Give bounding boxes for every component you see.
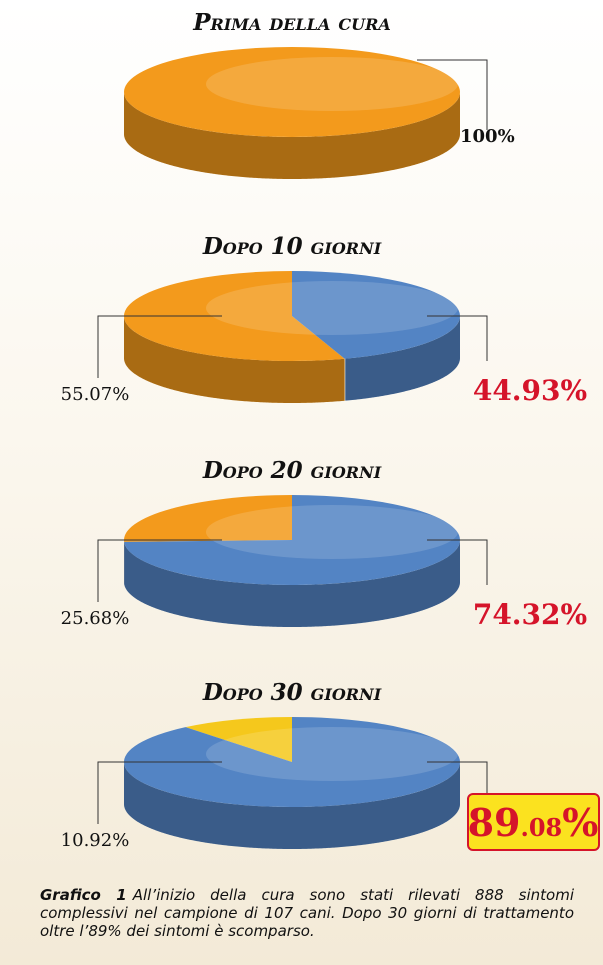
sheen	[206, 281, 458, 335]
label-part: %	[562, 800, 598, 845]
value-label: 25.68%	[61, 608, 130, 629]
chart-title: Dopo 30 giorni	[202, 679, 382, 706]
label-part: 89	[468, 800, 521, 845]
chart-title: Dopo 20 giorni	[202, 457, 382, 484]
value-label: 44.93%	[473, 374, 587, 407]
chart-title: Prima della cura	[192, 9, 391, 36]
label-part: .08	[521, 813, 563, 842]
value-label: 74.32%	[473, 598, 587, 631]
charts: Prima della cura 100% Dopo 10 giorni 55.07%…	[0, 0, 603, 965]
value-label: 10.92%	[61, 830, 130, 851]
chart-title: Dopo 10 giorni	[202, 233, 382, 260]
value-label: 100%	[460, 126, 515, 147]
sheen	[206, 505, 458, 559]
value-label: 55.07%	[61, 384, 130, 405]
caption-label: Grafico 1	[40, 886, 127, 904]
page: Prima della cura 100% Dopo 10 giorni 55.07%…	[0, 0, 603, 965]
sheen	[206, 727, 458, 781]
sheen	[206, 57, 458, 111]
